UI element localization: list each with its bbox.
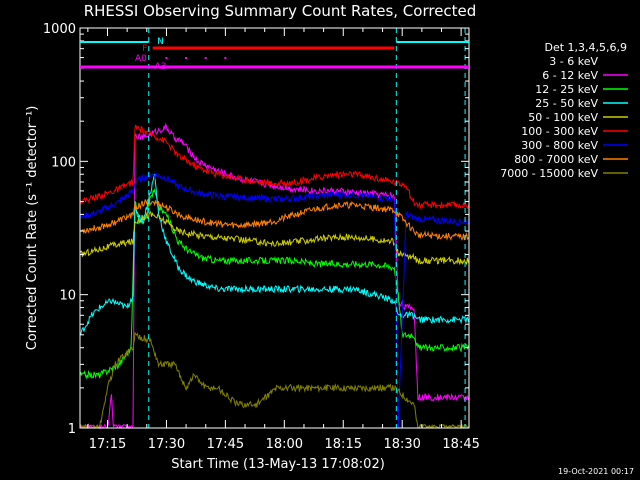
legend-entry: 3 - 6 keV: [549, 55, 598, 68]
y-tick-label: 1: [68, 422, 76, 437]
series-line: [79, 124, 470, 211]
series-line: [79, 198, 470, 241]
x-tick-label: 18:45: [442, 437, 479, 452]
flag-annotations: FN A0 A3: [80, 37, 469, 72]
x-axis: 17:15 17:30 17:45 18:00 18:15 18:30 18:45: [87, 28, 480, 452]
chart-title: RHESSI Observing Summary Count Rates, Co…: [84, 2, 477, 20]
flag-dot: [165, 57, 168, 59]
y-tick-label: 100: [51, 155, 76, 170]
x-axis-label: Start Time (13-May-13 17:08:02): [171, 457, 385, 472]
legend-entry: 25 - 50 keV: [535, 97, 598, 110]
legend-entry: 800 - 7000 keV: [514, 153, 598, 166]
x-tick-label: 17:30: [148, 437, 185, 452]
series-line: [79, 210, 470, 266]
series-line: [79, 173, 470, 335]
legend-entry: 6 - 12 keV: [542, 69, 598, 82]
legend-entry: 50 - 100 keV: [528, 111, 598, 124]
flag-dot: [224, 57, 227, 59]
legend-entry: 100 - 300 keV: [521, 125, 598, 138]
plot-area: [79, 28, 470, 430]
series-line: [79, 171, 470, 428]
flag-dot: [185, 57, 188, 59]
legend-entry: 7000 - 15000 keV: [500, 167, 598, 180]
series-line: [79, 331, 470, 430]
flag-label: A3: [155, 62, 167, 72]
x-tick-label: 17:15: [89, 437, 126, 452]
flag-dot: [204, 57, 207, 59]
y-tick-label: 1000: [43, 22, 76, 37]
x-tick-label: 18:30: [383, 437, 420, 452]
legend-entry: 300 - 800 keV: [521, 139, 598, 152]
x-tick-label: 18:00: [266, 437, 303, 452]
flag-label: A0: [135, 54, 147, 64]
flag-label: F: [142, 44, 147, 54]
flag-label: N: [157, 37, 164, 47]
plot-frame: [79, 27, 470, 429]
y-axis-label: Corrected Count Rate (s⁻¹ detector⁻¹): [25, 106, 40, 351]
series-line: [79, 122, 470, 430]
x-tick-label: 18:15: [325, 437, 362, 452]
series-line: [79, 258, 470, 430]
timestamp: 19-Oct-2021 00:17: [558, 467, 634, 476]
x-tick-label: 17:45: [207, 437, 244, 452]
legend-entry: 12 - 25 keV: [535, 83, 598, 96]
y-axis: 1 10 100 1000: [43, 22, 469, 437]
y-tick-label: 10: [59, 289, 76, 304]
legend-title: Det 1,3,4,5,6,9: [544, 41, 627, 54]
